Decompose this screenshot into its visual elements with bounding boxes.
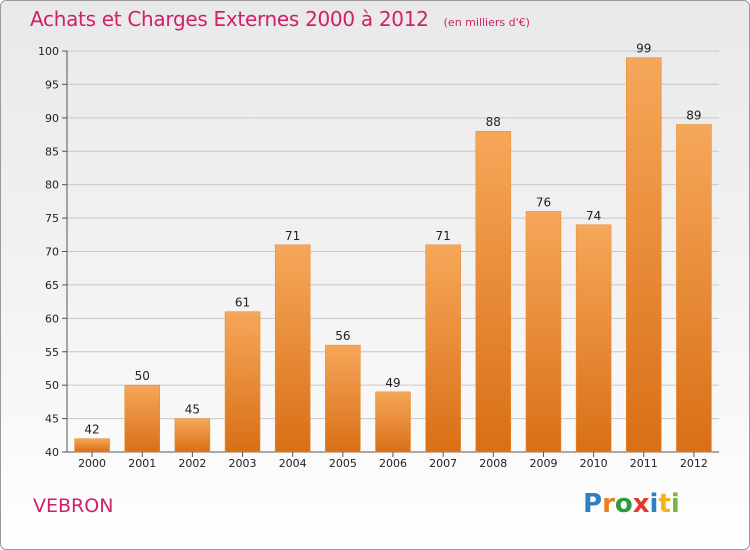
x-tick-label-2003: 2003 — [229, 457, 257, 470]
y-tick-label: 70 — [45, 246, 59, 259]
place-name: VEBRON — [33, 495, 114, 517]
data-label-2007: 71 — [436, 229, 451, 243]
y-tick-label: 45 — [45, 413, 59, 426]
x-tick-label-2001: 2001 — [128, 457, 156, 470]
bar-2011 — [626, 57, 662, 453]
y-tick-label: 55 — [45, 346, 59, 359]
logo-letter: i — [670, 489, 680, 519]
y-tick-label: 80 — [45, 179, 59, 192]
x-tick-label-2006: 2006 — [379, 457, 407, 470]
data-label-2002: 45 — [185, 403, 200, 417]
bar-2000 — [74, 438, 110, 453]
proxiti-logo: Proxiti — [583, 489, 680, 519]
bar-2012 — [676, 124, 712, 453]
data-label-2000: 42 — [84, 423, 99, 437]
x-tick-label-2010: 2010 — [580, 457, 608, 470]
chart-title-block: Achats et Charges Externes 2000 à 2012 (… — [30, 7, 530, 31]
x-tick-label-2005: 2005 — [329, 457, 357, 470]
y-tick-label: 85 — [45, 145, 59, 158]
bar-2008 — [475, 130, 512, 453]
y-tick-label: 50 — [45, 379, 59, 392]
logo-letter: P — [583, 489, 603, 519]
data-label-2012: 89 — [686, 109, 701, 123]
x-tick-label-2004: 2004 — [279, 457, 307, 470]
bar-2010 — [575, 224, 612, 453]
bar-2005 — [325, 344, 361, 453]
logo-letter: t — [658, 489, 671, 519]
y-tick-label: 100 — [38, 45, 59, 58]
x-tick-label-2007: 2007 — [429, 457, 457, 470]
logo-letter: r — [602, 489, 615, 519]
bar-2003 — [224, 311, 261, 453]
x-tick-label-2000: 2000 — [78, 457, 106, 470]
y-tick-label: 60 — [45, 312, 59, 325]
y-tick-label: 95 — [45, 78, 59, 91]
x-tick-label-2002: 2002 — [178, 457, 206, 470]
bar-2002 — [174, 418, 211, 453]
x-tick-label-2009: 2009 — [529, 457, 557, 470]
logo-letter: x — [632, 489, 650, 519]
data-label-2008: 88 — [486, 115, 501, 129]
y-tick-label: 65 — [45, 279, 59, 292]
logo-letter: o — [614, 489, 633, 519]
logo-letter: i — [649, 489, 659, 519]
data-label-2006: 49 — [385, 376, 400, 390]
data-label-2001: 50 — [135, 369, 150, 383]
chart-title: Achats et Charges Externes 2000 à 2012 — [30, 7, 429, 31]
data-label-2005: 56 — [335, 329, 350, 343]
data-label-2009: 76 — [536, 195, 551, 209]
data-label-2010: 74 — [586, 209, 601, 223]
x-tick-label-2008: 2008 — [479, 457, 507, 470]
bar-2006 — [375, 391, 411, 453]
data-label-2003: 61 — [235, 296, 250, 310]
data-label-2004: 71 — [285, 229, 300, 243]
x-tick-label-2011: 2011 — [630, 457, 658, 470]
bar-2001 — [124, 384, 160, 453]
data-label-2011: 99 — [636, 42, 651, 56]
y-tick-label: 75 — [45, 212, 59, 225]
bar-2009 — [525, 211, 562, 453]
chart-subtitle: (en milliers d'€) — [443, 16, 530, 29]
y-tick-label: 40 — [45, 446, 59, 459]
bar-2007 — [425, 244, 461, 453]
x-tick-label-2012: 2012 — [680, 457, 708, 470]
y-tick-label: 90 — [45, 112, 59, 125]
bar-2004 — [274, 244, 311, 453]
